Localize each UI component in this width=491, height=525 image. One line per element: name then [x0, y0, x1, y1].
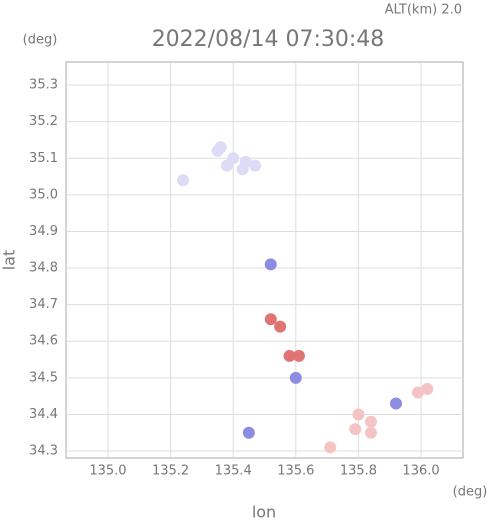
echo-point: [352, 408, 365, 421]
x-tick-label: 136.0: [402, 464, 439, 479]
x-tick-label: 135.4: [215, 464, 252, 479]
x-tick-label: 135.8: [340, 464, 377, 479]
echo-point: [242, 426, 255, 439]
echo-point: [349, 423, 362, 436]
echo-point: [177, 174, 190, 187]
echo-point: [214, 141, 227, 154]
echo-point: [389, 397, 402, 410]
x-tick-label: 135.6: [277, 464, 314, 479]
y-tick-label: 35.1: [29, 151, 58, 166]
y-label: lat: [0, 250, 19, 271]
y-tick-label: 34.5: [29, 370, 58, 385]
y-tick-label: 34.6: [29, 334, 58, 349]
echo-point: [236, 163, 249, 176]
chart-title: 2022/08/14 07:30:48: [152, 27, 385, 52]
x-tick-label: 135.0: [89, 464, 126, 479]
echo-point: [421, 382, 434, 395]
echo-point: [220, 159, 233, 172]
x-tick-label: 135.2: [152, 464, 189, 479]
echo-point: [411, 386, 424, 399]
x-unit: (deg): [453, 485, 488, 500]
y-tick-label: 34.3: [29, 444, 58, 459]
echo-point: [364, 415, 377, 428]
altitude: ALT(km) 2.0: [385, 3, 462, 18]
echo-point: [274, 320, 287, 333]
echo-point: [249, 159, 262, 172]
echo-point: [264, 258, 277, 271]
echo-point: [292, 349, 305, 362]
echo-point: [264, 313, 277, 326]
y-tick-label: 35.2: [29, 114, 58, 129]
plot-frame: [65, 61, 464, 459]
echo-point: [324, 441, 337, 454]
y-tick-label: 34.9: [29, 224, 58, 239]
echo-point: [289, 371, 302, 384]
y-tick-label: 35.3: [29, 78, 58, 93]
y-tick-label: 34.8: [29, 261, 58, 276]
echo-point: [283, 349, 296, 362]
y-unit: (deg): [23, 33, 58, 48]
y-tick-label: 35.0: [29, 187, 58, 202]
y-tick-label: 34.4: [29, 407, 58, 422]
echo-point: [364, 426, 377, 439]
y-tick-label: 34.7: [29, 297, 58, 312]
x-label: lon: [252, 503, 276, 522]
